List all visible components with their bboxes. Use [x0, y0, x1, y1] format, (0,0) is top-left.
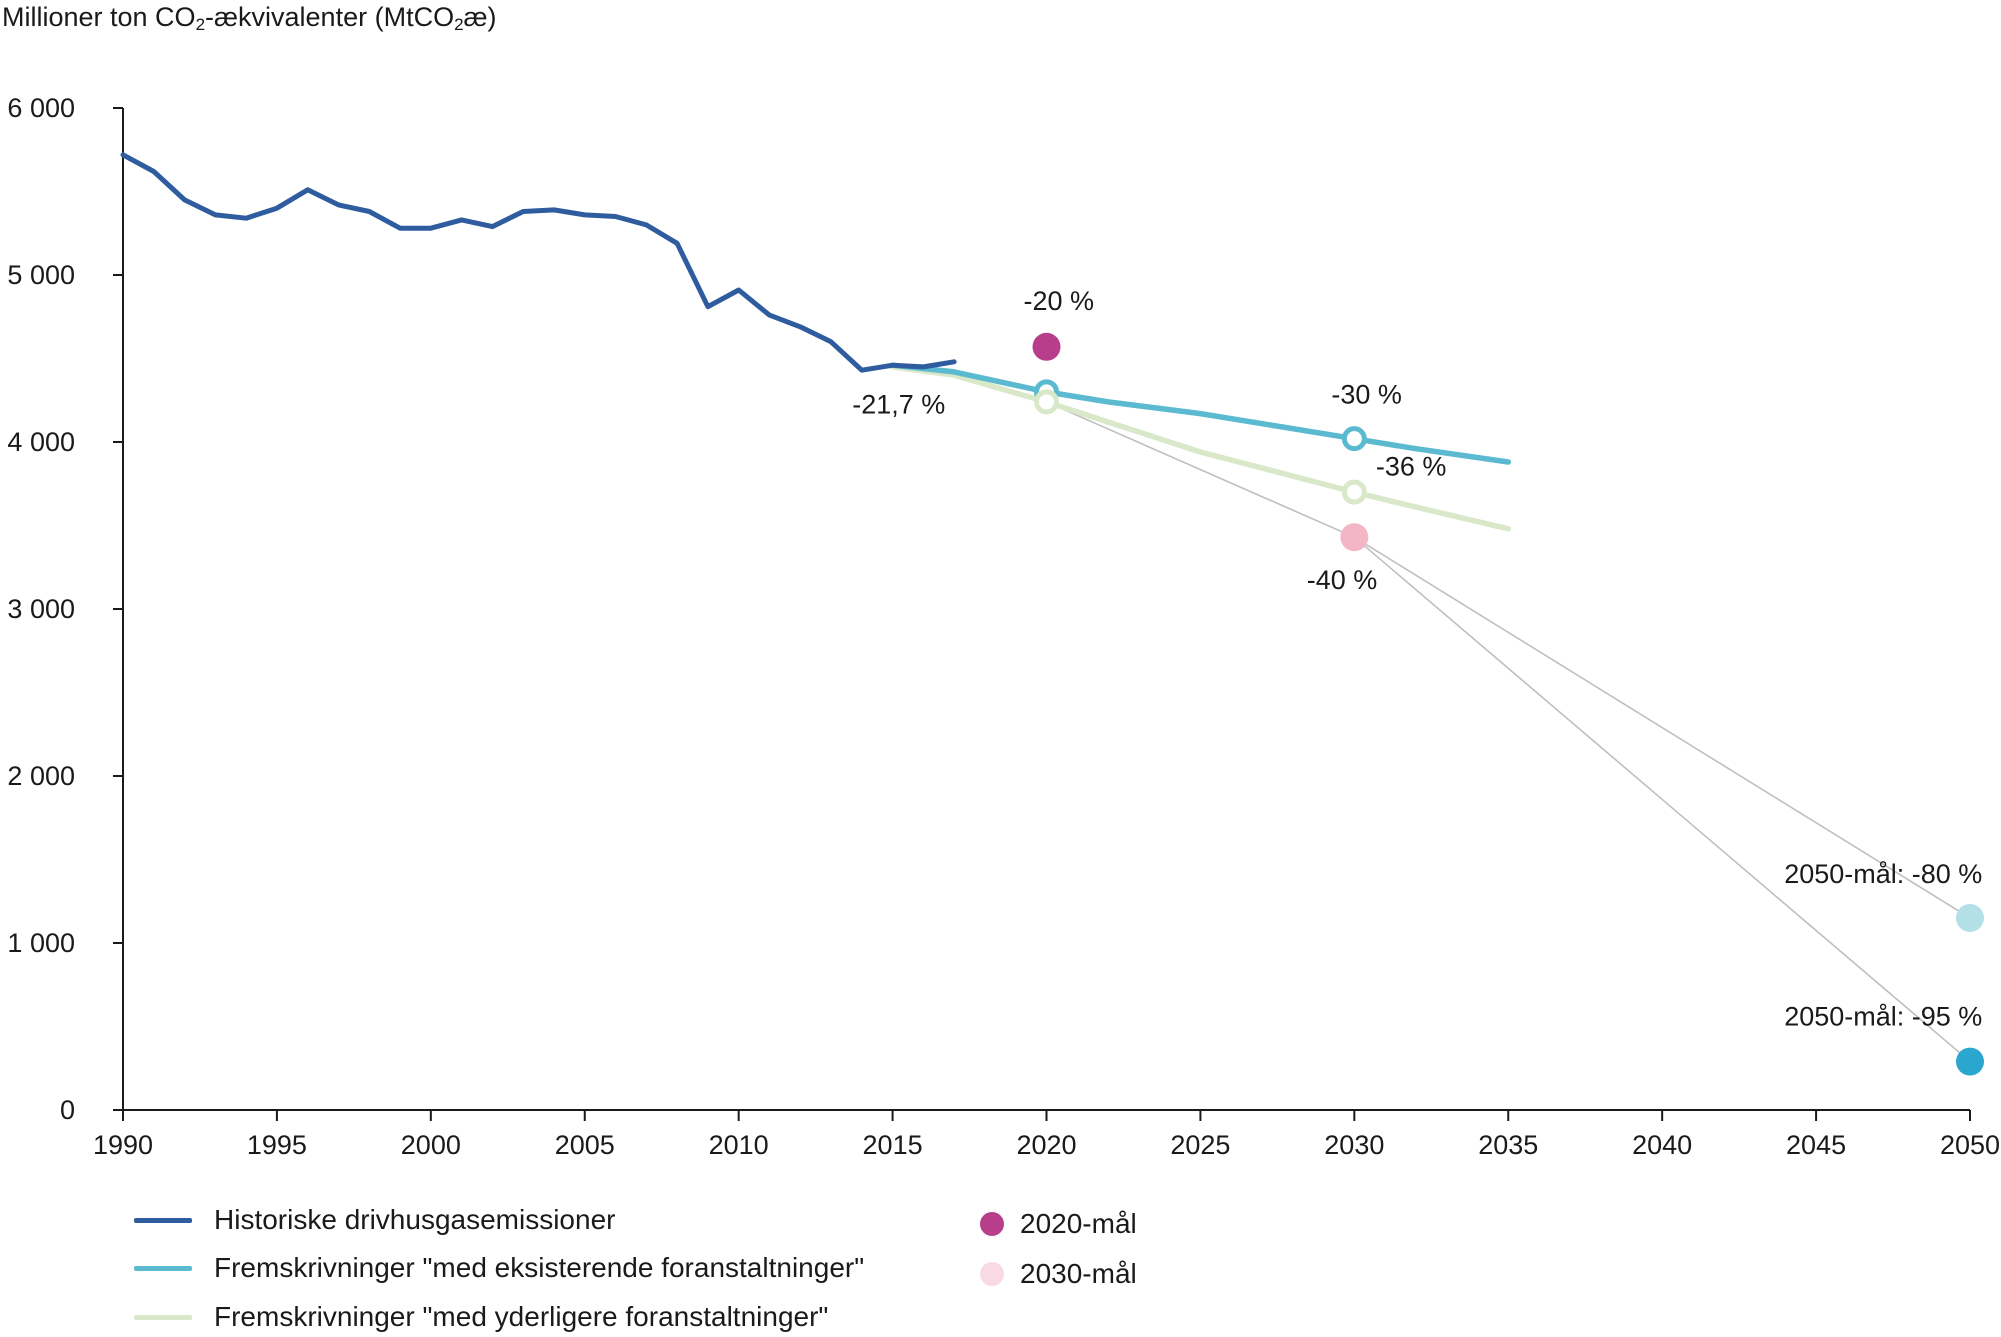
y-axis-title-part-3: æ) [463, 2, 497, 32]
annotations: -21,7 % -20 % -30 % -36 % -40 % 2050-mål: -80… [852, 286, 1982, 1032]
x-tick-label-2020: 2020 [1016, 1130, 1076, 1160]
legend-swatch-historic [134, 1217, 192, 1223]
annotation-label-3: -30 % [1331, 380, 1402, 410]
series-lines [120, 152, 1512, 532]
y-tick-label-1000: 1 000 [7, 928, 75, 958]
annotation-label-4: -36 % [1376, 451, 1447, 481]
y-tick-label-0: 0 [60, 1095, 75, 1125]
connector-line-3 [1353, 536, 1971, 1063]
legend-item-2020-target: 2020-mål [980, 1208, 1137, 1240]
annotation-label-2: -20 % [1024, 286, 1095, 316]
series-line-1 [120, 152, 957, 373]
x-tick-label-1990: 1990 [93, 1130, 153, 1160]
y-axis-title-part-2: -ækvivalenter (MtCO [205, 2, 455, 32]
y-axis-title-part-1: Millioner ton CO [2, 2, 196, 32]
legend-swatch-additional [134, 1314, 192, 1320]
connector-line-1 [1046, 401, 1355, 538]
legend-label-existing: Fremskrivninger "med eksisterende forans… [214, 1252, 865, 1283]
legend-item-historic: Historiske drivhusgasemissioner [134, 1204, 615, 1236]
x-tick-label-2040: 2040 [1632, 1130, 1692, 1160]
legend-dot-2030-target [980, 1262, 1004, 1286]
legend-label-2030-target: 2030-mål [1020, 1258, 1137, 1289]
y-tick-label-4000: 4 000 [7, 427, 75, 457]
x-tick-label-2015: 2015 [863, 1130, 923, 1160]
x-tick-label-2030: 2030 [1324, 1130, 1384, 1160]
projection-marker-4 [1341, 479, 1367, 505]
y-axis-title-subscript-1: 2 [195, 15, 206, 34]
legend-item-existing: Fremskrivninger "med eksisterende forans… [134, 1252, 864, 1284]
y-tick-label-3000: 3 000 [7, 594, 75, 624]
legend-item-2030-target: 2030-mål [980, 1258, 1137, 1290]
target-dot-3 [1956, 903, 1984, 932]
x-tick-label-2035: 2035 [1478, 1130, 1538, 1160]
annotation-label-1: -21,7 % [852, 390, 945, 420]
x-tick-label-2000: 2000 [401, 1130, 461, 1160]
annotation-label-6: 2050-mål: -80 % [1784, 859, 1982, 889]
y-axis-title-subscript-2: 2 [454, 15, 464, 34]
legend-item-additional: Fremskrivninger "med yderligere foransta… [134, 1301, 828, 1333]
markers [1032, 332, 1984, 1076]
legend-label-2020-target: 2020-mål [1020, 1208, 1137, 1239]
connector-line-2 [1353, 536, 1971, 919]
y-tick-label-6000: 6 000 [7, 93, 75, 123]
target-dot-4 [1956, 1047, 1984, 1076]
target-dot-2 [1340, 523, 1369, 552]
series-line-3 [889, 364, 1512, 532]
series-line-2 [889, 362, 1512, 465]
x-tick-label-2010: 2010 [709, 1130, 769, 1160]
y-axis-title: Millioner ton CO2-ækvivalenter (MtCO2æ) [2, 2, 497, 35]
x-tick-label-2005: 2005 [555, 1130, 615, 1160]
x-tick-label-2045: 2045 [1786, 1130, 1846, 1160]
legend-label-historic: Historiske drivhusgasemissioner [214, 1204, 616, 1235]
connector-lines [1046, 401, 1971, 1063]
x-tick-label-1995: 1995 [247, 1130, 307, 1160]
target-dot-1 [1032, 332, 1061, 361]
legend-swatch-existing [134, 1265, 192, 1271]
annotation-label-5: -40 % [1307, 565, 1378, 595]
axes: 0 1 000 2 000 3 000 4 000 5 000 6 000 1990 1995 2… [7, 93, 2000, 1160]
x-tick-label-2050: 2050 [1940, 1130, 2000, 1160]
legend-dot-2020-target [980, 1212, 1004, 1236]
projection-marker-2 [1034, 389, 1059, 415]
y-tick-label-5000: 5 000 [7, 260, 75, 290]
x-tick-label-2025: 2025 [1170, 1130, 1230, 1160]
annotation-label-7: 2050-mål: -95 % [1784, 1002, 1982, 1032]
projection-marker-3 [1341, 426, 1367, 452]
y-tick-label-2000: 2 000 [7, 761, 75, 791]
legend-label-additional: Fremskrivninger "med yderligere foransta… [214, 1301, 829, 1332]
